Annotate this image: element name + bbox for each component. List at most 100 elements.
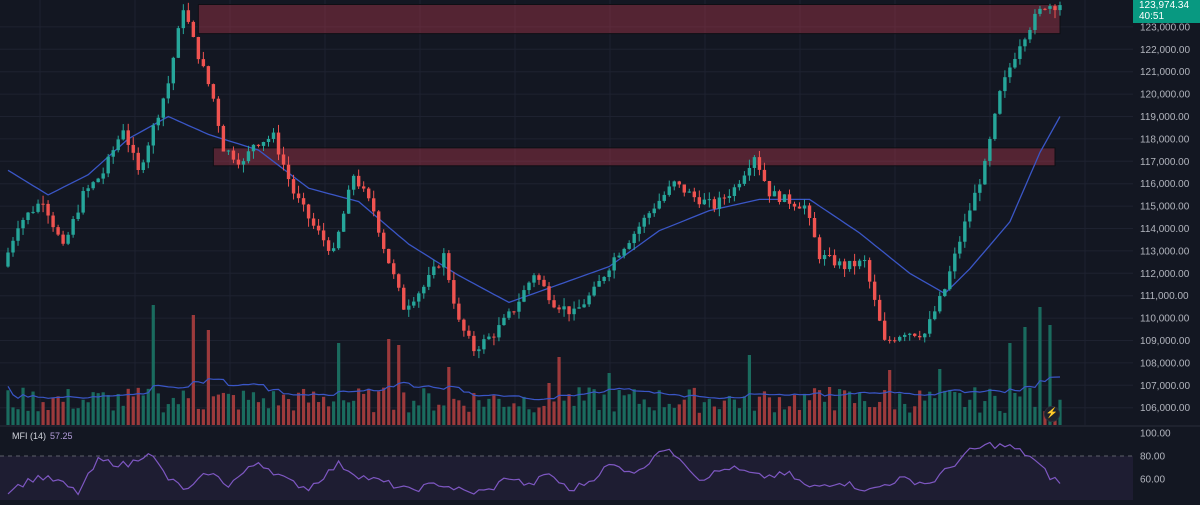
candles: [6, 1, 1062, 359]
volume-bar: [662, 407, 666, 425]
volume-bar: [757, 396, 762, 425]
volume-bar: [597, 409, 601, 425]
candle-body: [672, 181, 676, 187]
volume-bar: [26, 410, 30, 425]
volume-bar: [251, 392, 256, 425]
candle-body: [151, 125, 155, 146]
candle-body: [146, 145, 150, 163]
candle: [978, 178, 982, 202]
candle-body: [983, 160, 987, 185]
volume-bar: [372, 412, 376, 425]
candle-body: [472, 335, 476, 352]
candle: [692, 187, 697, 202]
flash-icon[interactable]: ⚡: [1044, 406, 1060, 422]
candle: [627, 240, 631, 250]
candle: [1008, 62, 1012, 83]
candle: [822, 250, 827, 266]
candle-body: [1043, 8, 1047, 10]
price-tick-label: 110,000.00: [1140, 314, 1190, 325]
volume-bar: [231, 395, 236, 425]
candle: [402, 284, 406, 310]
candle: [752, 155, 757, 177]
volume-bar: [337, 343, 341, 425]
volume-bar: [727, 395, 731, 425]
volume-bar: [812, 388, 817, 425]
candle: [737, 180, 742, 191]
price-tick-label: 111,000.00: [1140, 291, 1189, 302]
volume-bar: [973, 387, 977, 425]
candle-body: [968, 210, 972, 222]
volume-bar: [16, 409, 20, 425]
candle: [938, 291, 942, 314]
mfi-legend[interactable]: MFI (14) 57.25: [12, 431, 73, 441]
candle: [296, 185, 301, 203]
volume-bar: [938, 369, 942, 425]
candle-body: [21, 219, 25, 229]
candle-body: [96, 178, 100, 183]
candle: [592, 281, 596, 297]
candle: [527, 281, 531, 295]
candle-body: [56, 227, 60, 235]
candle-body: [627, 243, 631, 249]
candle-body: [587, 295, 591, 305]
candle: [612, 252, 616, 279]
candle: [782, 194, 787, 203]
candle-body: [963, 221, 967, 242]
volume-bar: [201, 409, 205, 425]
volume-bar: [592, 389, 596, 425]
candle: [988, 136, 992, 167]
candle-body: [86, 188, 90, 192]
candle: [722, 194, 727, 205]
candle: [136, 147, 140, 175]
candle-body: [507, 311, 511, 318]
candle: [1033, 9, 1037, 35]
candle: [256, 144, 261, 148]
volume-bar: [36, 411, 40, 425]
candle: [482, 334, 486, 354]
volume-bar: [532, 412, 536, 425]
candle: [562, 298, 566, 317]
volume-bar: [547, 383, 551, 425]
volume-bar: [211, 396, 215, 425]
volume-bar: [106, 394, 110, 425]
candle-body: [1048, 6, 1052, 9]
candle: [572, 301, 576, 321]
candle-body: [677, 181, 681, 185]
candle: [702, 193, 707, 205]
candle: [31, 206, 35, 214]
volume-bar: [382, 387, 386, 425]
volume-bar: [878, 401, 882, 425]
candle: [727, 189, 732, 203]
candle-body: [452, 280, 456, 304]
volume-bar: [482, 406, 486, 425]
candle: [1023, 37, 1027, 52]
candle-body: [41, 203, 45, 205]
volume-bar: [943, 390, 947, 425]
candle: [1013, 52, 1017, 69]
volume-bar: [226, 393, 231, 425]
candle: [597, 274, 601, 287]
candle: [382, 229, 386, 254]
candle: [642, 214, 646, 233]
volume-bar: [787, 406, 792, 425]
volume-bar: [557, 357, 561, 425]
volume-bar: [221, 392, 226, 425]
candle-body: [351, 175, 356, 190]
volume-bar: [737, 408, 741, 425]
candle: [617, 252, 621, 258]
volume-bar: [522, 396, 526, 425]
candle: [487, 333, 491, 340]
candle-body: [6, 252, 10, 267]
candle-body: [943, 289, 947, 297]
volume-bar: [472, 393, 476, 425]
candle: [887, 336, 892, 344]
candle-body: [632, 233, 636, 244]
volume-bar: [407, 412, 411, 425]
candle-body: [497, 325, 501, 338]
candle: [812, 212, 817, 238]
candle: [732, 184, 737, 202]
volume-bar: [101, 392, 105, 425]
volume-bar: [31, 391, 35, 425]
